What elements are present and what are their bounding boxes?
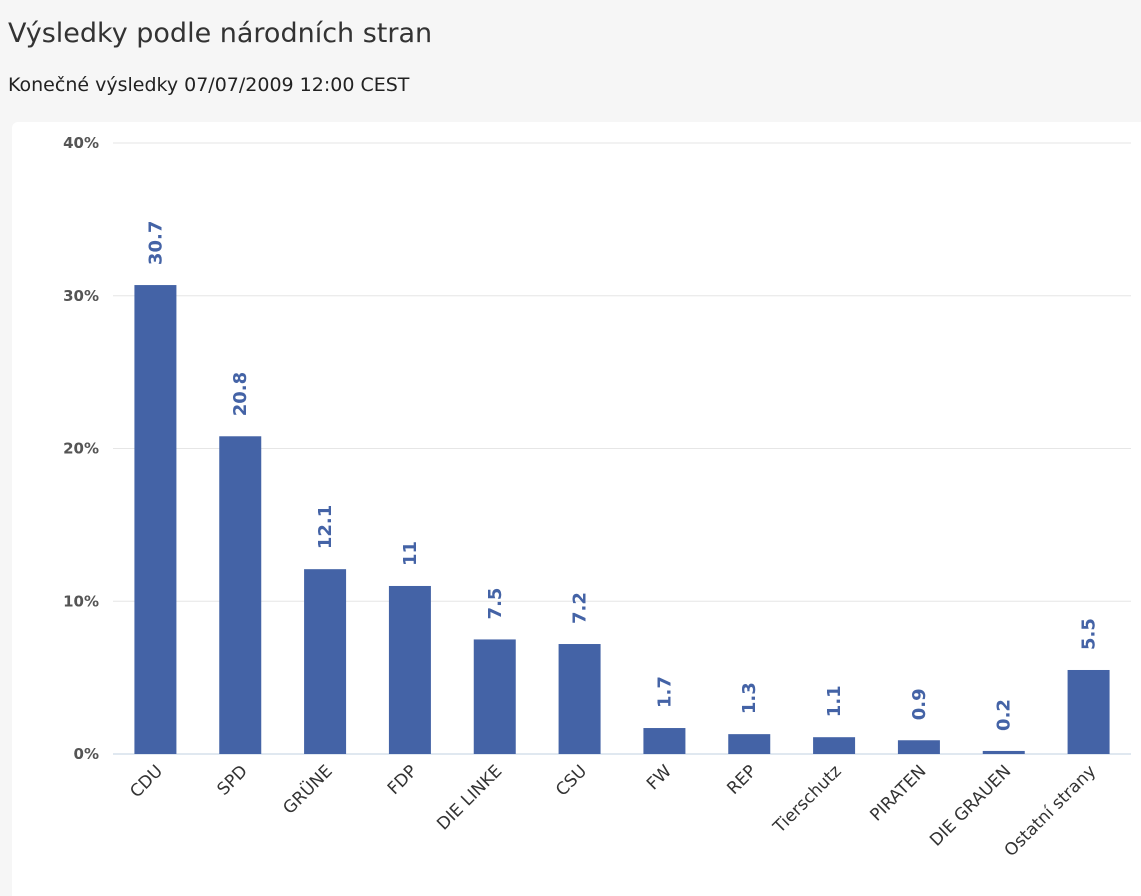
bar[interactable] — [388, 585, 431, 754]
bar[interactable] — [897, 740, 940, 754]
data-label: 30.7 — [145, 221, 166, 265]
data-label: 0.9 — [909, 688, 930, 720]
bar[interactable] — [1067, 669, 1110, 754]
data-label: 20.8 — [230, 372, 251, 416]
category-label: DIE LINKE — [433, 761, 506, 834]
category-label: GRÜNE — [278, 760, 337, 819]
bars — [134, 285, 1110, 754]
y-axis-tick-labels: 0% 10% 20% 30% 40% — [63, 134, 99, 763]
category-label: PIRATEN — [866, 761, 930, 825]
category-label: DIE GRAUEN — [926, 761, 1015, 850]
data-label: 11 — [400, 541, 421, 566]
y-tick-label: 0% — [74, 745, 99, 763]
y-tick-label: 10% — [63, 592, 99, 610]
category-label: SPD — [214, 761, 252, 799]
x-axis-category-labels: CDU SPD GRÜNE FDP DIE LINKE CSU FW REP Tierschut… — [126, 760, 1100, 861]
y-tick-label: 40% — [63, 134, 99, 152]
bar[interactable] — [473, 639, 516, 754]
category-label: Ostatní strany — [1001, 761, 1100, 860]
bar[interactable] — [982, 750, 1025, 754]
data-label: 1.3 — [739, 682, 760, 714]
bar[interactable] — [304, 569, 347, 754]
category-label: Tierschutz — [769, 761, 846, 838]
chart-title: Výsledky podle národních stran — [8, 18, 433, 49]
category-label: REP — [723, 761, 760, 798]
bar[interactable] — [813, 737, 856, 754]
category-label: FDP — [384, 761, 422, 799]
bar[interactable] — [643, 728, 686, 754]
bar[interactable] — [219, 436, 262, 754]
data-label: 12.1 — [315, 505, 336, 549]
bar[interactable] — [728, 734, 771, 754]
y-tick-label: 30% — [63, 287, 99, 305]
category-label: CSU — [552, 761, 591, 800]
data-label: 5.5 — [1079, 618, 1100, 650]
bar[interactable] — [134, 285, 177, 754]
data-label: 1.7 — [654, 676, 675, 708]
chart-subtitle: Konečné výsledky 07/07/2009 12:00 CEST — [8, 74, 410, 96]
category-label: CDU — [126, 761, 167, 802]
y-tick-label: 20% — [63, 440, 99, 458]
data-labels: 30.7 20.8 12.1 11 7.5 7.2 1.7 1.3 1.1 0.9 0.2 5.5 — [145, 221, 1099, 731]
chart-panel — [12, 122, 1141, 896]
data-label: 1.1 — [824, 685, 845, 717]
category-label: FW — [643, 761, 676, 794]
data-label: 7.2 — [570, 592, 591, 624]
data-label: 7.5 — [485, 588, 506, 620]
bar[interactable] — [558, 644, 601, 754]
gridlines — [113, 142, 1131, 755]
data-label: 0.2 — [994, 699, 1015, 731]
